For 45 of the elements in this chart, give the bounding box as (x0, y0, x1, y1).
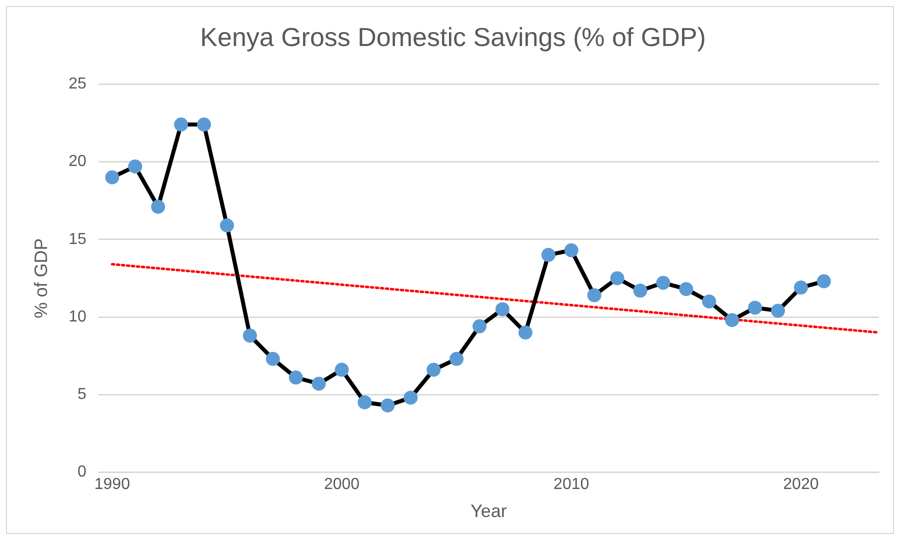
x-tick-label: 2010 (554, 476, 590, 494)
point (197, 118, 212, 132)
y-tick-label: 0 (77, 464, 86, 481)
point (770, 304, 785, 318)
point (564, 243, 578, 258)
point (266, 352, 280, 366)
x-tick-label: 2020 (783, 476, 819, 494)
point (495, 302, 510, 316)
point (380, 398, 395, 412)
y-tick-label: 25 (68, 76, 86, 93)
point (725, 313, 740, 328)
point (679, 282, 694, 296)
point (404, 390, 418, 405)
point (220, 218, 234, 232)
y-tick-label: 10 (68, 308, 86, 326)
point (426, 362, 441, 377)
point (816, 274, 831, 288)
point (518, 326, 532, 340)
x-tick-label: 1990 (94, 476, 130, 494)
point (151, 200, 166, 214)
point (702, 294, 716, 308)
y-tick-label: 20 (68, 153, 86, 170)
point (358, 395, 372, 410)
point (610, 271, 624, 286)
y-tick-label: 15 (68, 230, 86, 248)
point (450, 352, 464, 366)
x-tick-label: 2000 (324, 476, 360, 494)
point (633, 284, 648, 298)
chart-title: Kenya Gross Domestic Savings (% of GDP) (200, 22, 706, 52)
point (288, 370, 303, 385)
point (105, 170, 120, 184)
point (656, 276, 670, 290)
point (242, 328, 257, 343)
point (174, 118, 188, 132)
point (128, 159, 142, 174)
y-axis-title: % of GDP (30, 238, 51, 318)
x-axis-title: Year (470, 501, 507, 522)
point (312, 376, 326, 391)
point (541, 248, 556, 262)
point (794, 280, 808, 295)
point (334, 362, 349, 377)
y-tick-label: 5 (77, 386, 86, 404)
point (748, 300, 762, 315)
point (472, 319, 487, 334)
point (587, 288, 602, 302)
